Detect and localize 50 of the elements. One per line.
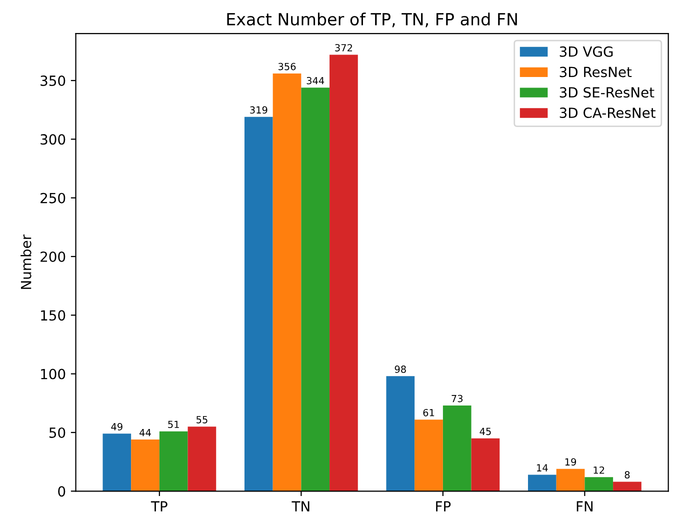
chart-title: Exact Number of TP, TN, FP and FN bbox=[227, 12, 517, 28]
bar bbox=[330, 54, 358, 492]
y-tick-label: 200 bbox=[40, 251, 66, 262]
y-tick-label: 300 bbox=[40, 134, 66, 145]
legend-label: 3D VGG bbox=[560, 46, 613, 57]
data-label: 19 bbox=[565, 458, 576, 466]
bar bbox=[584, 477, 614, 492]
data-label: 8 bbox=[624, 471, 630, 478]
data-label: 44 bbox=[140, 429, 151, 436]
x-tick-label: FP bbox=[436, 501, 451, 512]
bar bbox=[131, 440, 160, 492]
data-label: 319 bbox=[250, 106, 268, 114]
bar bbox=[414, 420, 443, 492]
y-axis-title: Number bbox=[20, 234, 32, 289]
data-label: 372 bbox=[335, 44, 352, 52]
bar bbox=[188, 426, 216, 492]
data-label: 98 bbox=[394, 366, 406, 373]
y-tick-label: 50 bbox=[49, 427, 66, 438]
bar bbox=[528, 474, 556, 492]
bar bbox=[613, 482, 642, 492]
y-tick-label: 150 bbox=[41, 310, 66, 321]
bar bbox=[244, 116, 273, 492]
data-label: 73 bbox=[452, 394, 463, 402]
x-tick-label: FN bbox=[576, 501, 593, 512]
y-tick-label: 0 bbox=[58, 486, 66, 497]
bar bbox=[556, 468, 585, 492]
data-label: 12 bbox=[594, 466, 604, 474]
data-label: 14 bbox=[537, 464, 548, 472]
bar bbox=[102, 434, 132, 492]
data-label: 61 bbox=[423, 408, 434, 416]
data-label: 51 bbox=[168, 420, 179, 428]
legend-label: 3D SE-ResNet bbox=[560, 87, 654, 98]
bar bbox=[471, 438, 500, 492]
legend-label: 3D ResNet bbox=[560, 66, 632, 78]
data-label: 356 bbox=[278, 62, 296, 70]
data-label: 344 bbox=[306, 76, 324, 84]
y-tick-label: 100 bbox=[41, 368, 66, 380]
bar bbox=[442, 406, 472, 492]
y-tick-label: 250 bbox=[40, 192, 66, 204]
bar bbox=[159, 431, 188, 492]
legend-label: 3D CA-ResNet bbox=[560, 108, 656, 118]
data-label: 55 bbox=[196, 416, 208, 424]
data-label: 45 bbox=[480, 428, 491, 436]
data-label: 49 bbox=[111, 423, 122, 430]
bar bbox=[301, 88, 330, 492]
x-tick-label: TP bbox=[150, 501, 168, 512]
bar bbox=[386, 376, 415, 492]
y-tick-label: 350 bbox=[40, 76, 66, 86]
x-tick-label: TN bbox=[292, 501, 310, 512]
bar bbox=[272, 73, 302, 492]
